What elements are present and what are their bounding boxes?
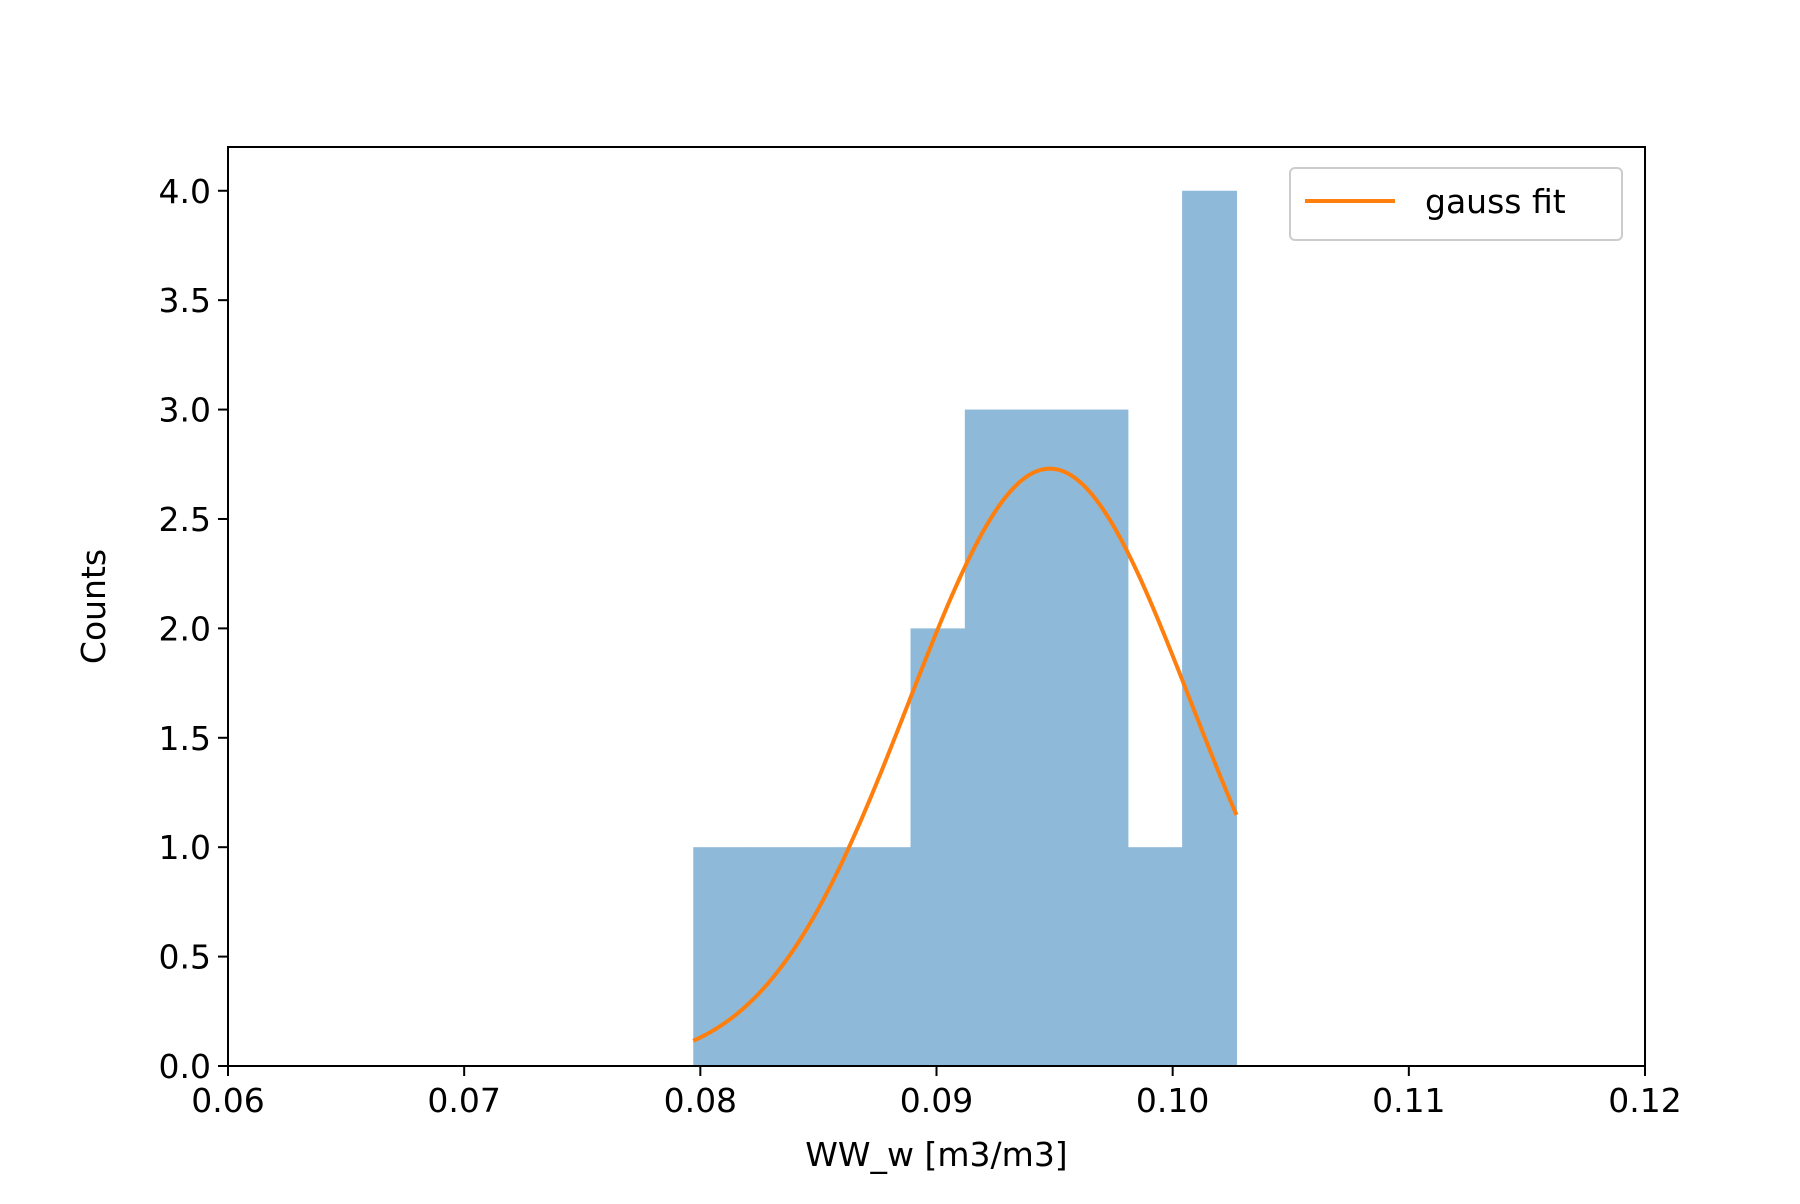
legend-box <box>1289 167 1623 241</box>
histogram-bar-3 <box>856 847 912 1066</box>
histogram-bar-8 <box>1127 847 1183 1066</box>
y-tick-label: 1.5 <box>159 719 211 758</box>
y-tick-label: 3.5 <box>159 281 211 320</box>
y-tick-label: 1.0 <box>159 828 211 867</box>
histogram-bar-2 <box>801 847 857 1066</box>
fit-curve-0 <box>692 466 1239 1043</box>
x-tick-label: 0.12 <box>1608 1081 1681 1120</box>
histogram-bar-4 <box>910 628 966 1066</box>
x-tick-label: 0.10 <box>1136 1081 1209 1120</box>
x-tick-label: 0.06 <box>191 1081 264 1120</box>
histogram-bars <box>693 190 1238 1067</box>
x-axis-label: WW_w [m3/m3] <box>805 1135 1067 1174</box>
x-tick-label: 0.07 <box>427 1081 500 1120</box>
fit-curve-layer <box>692 466 1239 1043</box>
legend: gauss fit <box>1289 167 1623 241</box>
x-tick-label: 0.09 <box>900 1081 973 1120</box>
y-tick-label: 0.0 <box>159 1047 211 1086</box>
histogram-bar-7 <box>1073 409 1129 1067</box>
y-tick-label: 0.5 <box>159 938 211 977</box>
y-tick-label: 4.0 <box>159 172 211 211</box>
histogram-bar-9 <box>1182 190 1238 1066</box>
x-axis-ticks: 0.06 0.07 0.08 0.09 0.10 0.11 0.12 <box>191 1066 1682 1120</box>
y-tick-label: 3.0 <box>159 391 211 430</box>
histogram-bar-6 <box>1019 409 1075 1067</box>
y-tick-label: 2.0 <box>159 609 211 648</box>
y-axis-ticks: 0.0 0.5 1.0 1.5 2.0 2.5 3.0 3.5 4.0 <box>159 172 228 1086</box>
y-axis-label: Counts <box>74 549 113 664</box>
legend-label-gauss-fit: gauss fit <box>1425 182 1566 221</box>
histogram-bar-0 <box>693 847 749 1066</box>
histogram-bar-1 <box>747 847 803 1066</box>
histogram-bar-5 <box>964 409 1020 1067</box>
x-tick-label: 0.11 <box>1372 1081 1445 1120</box>
x-tick-label: 0.08 <box>664 1081 737 1120</box>
y-tick-label: 2.5 <box>159 500 211 539</box>
